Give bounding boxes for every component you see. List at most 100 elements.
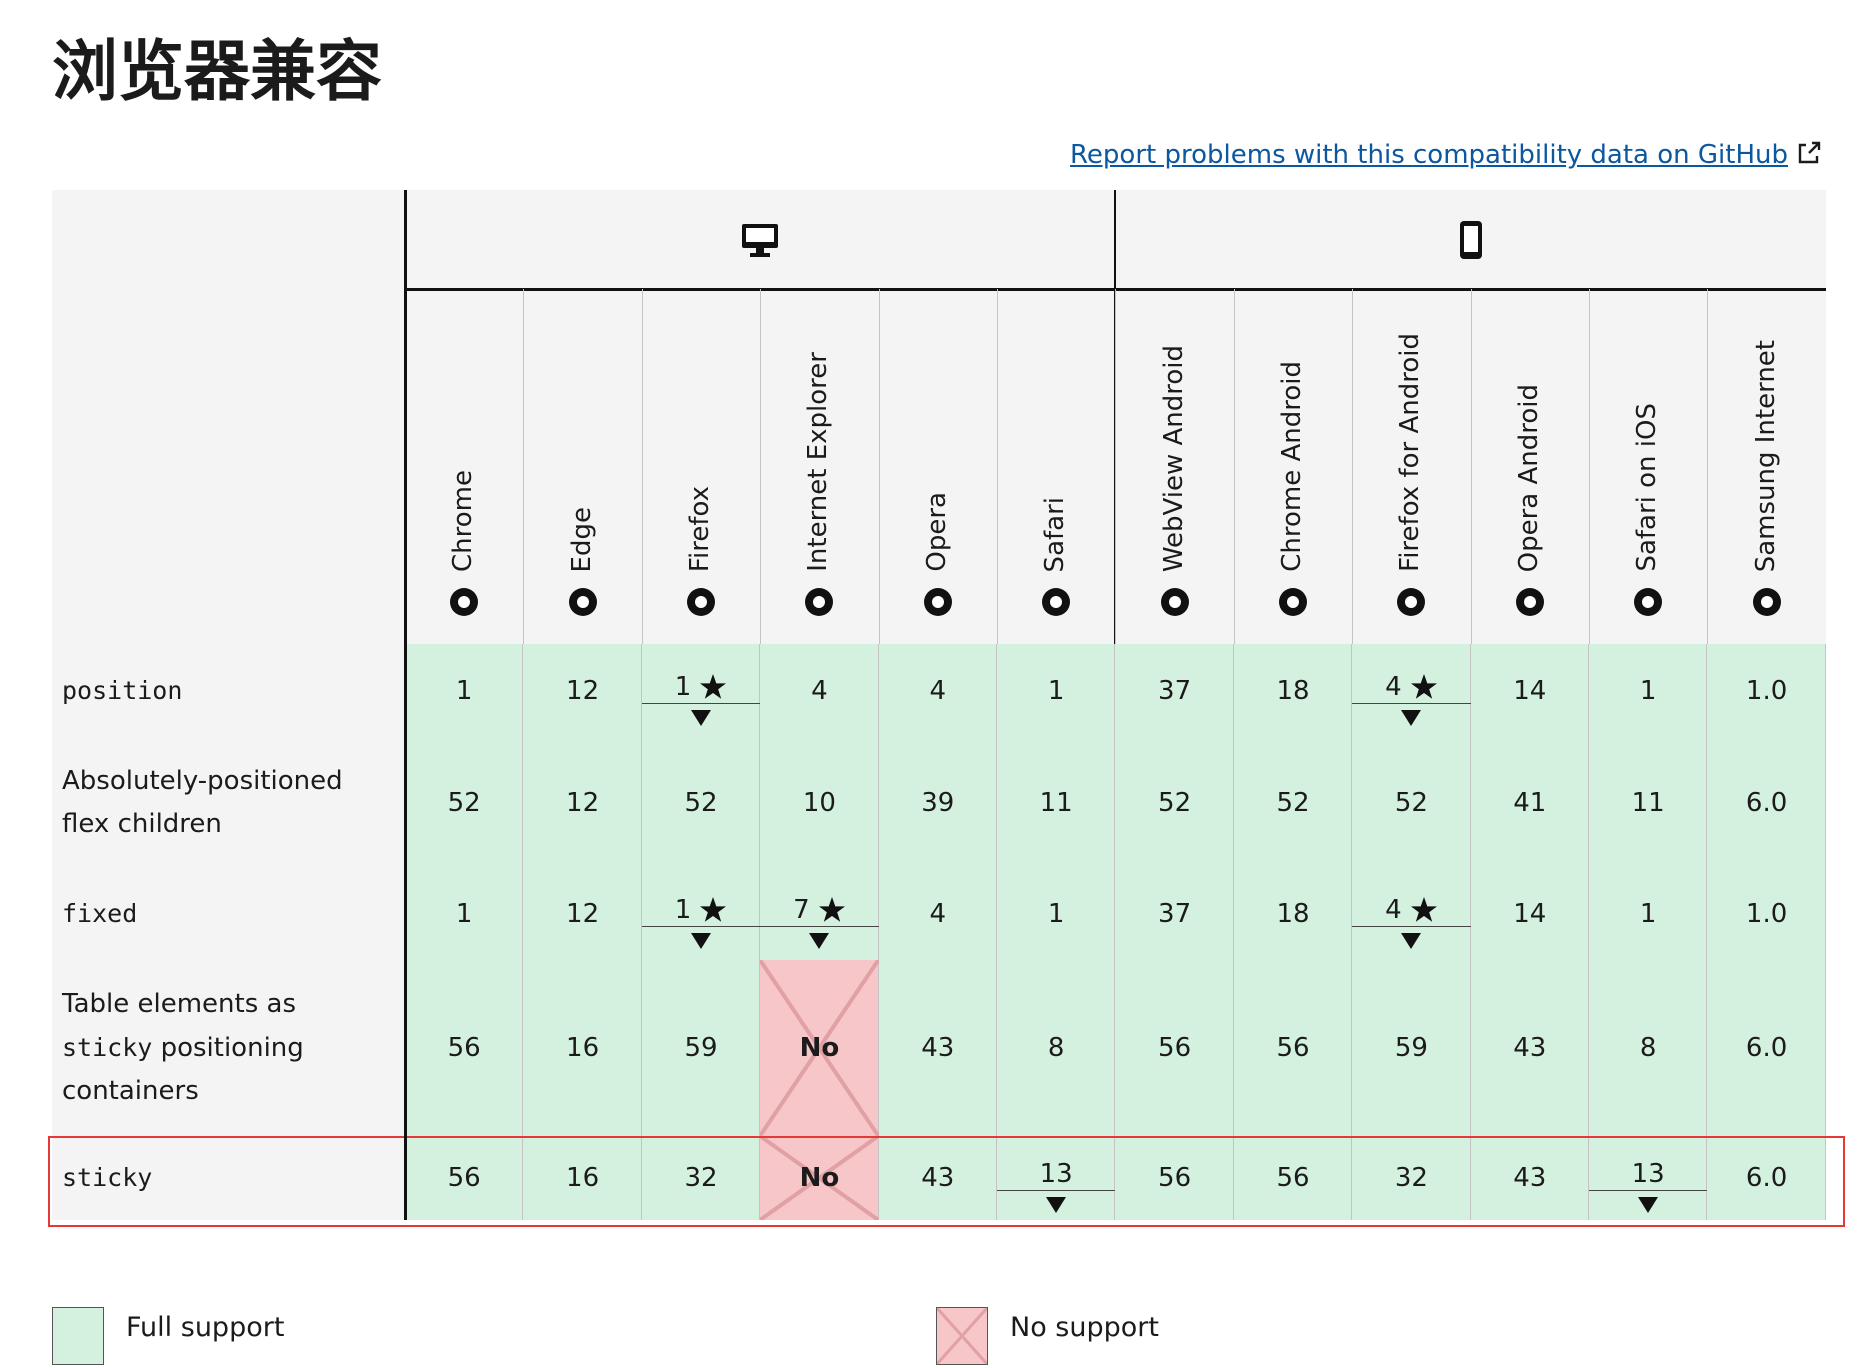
- legend-cross: [935, 1307, 989, 1365]
- column-divider: [1589, 289, 1590, 644]
- support-cell: 7: [760, 867, 879, 960]
- legend-label: No support: [1010, 1312, 1159, 1343]
- support-value: 18: [1234, 673, 1352, 709]
- support-value: 11: [1589, 785, 1707, 821]
- support-cell: 12: [523, 867, 642, 960]
- browser-icon-svg: [1515, 588, 1544, 616]
- support-value: 11: [997, 785, 1115, 821]
- support-value: 14: [1471, 673, 1589, 709]
- support-cell: No: [759, 1134, 880, 1222]
- version: 52: [1158, 787, 1192, 818]
- support-value: 56: [1115, 1030, 1233, 1066]
- note-star: [818, 896, 846, 924]
- support-cell: 4: [878, 867, 997, 960]
- support-cell: 56: [1233, 1136, 1353, 1220]
- mobile-icon: [1458, 219, 1484, 261]
- version: 1: [1047, 898, 1065, 929]
- more-arrow: [808, 932, 830, 950]
- browser-name: Opera: [921, 492, 952, 572]
- more-rule: [1352, 925, 1471, 927]
- support-cell: 52: [641, 738, 761, 867]
- version: No: [799, 1033, 840, 1063]
- more-arrow-svg: [1401, 932, 1422, 949]
- support-value: 43: [1471, 1160, 1589, 1196]
- browser-icon-svg: [450, 588, 479, 616]
- support-cell: 16: [523, 960, 642, 1136]
- feature-text: Absolutely-positioned flex children: [62, 760, 391, 846]
- legend-cross-svg: [935, 1307, 989, 1365]
- support-cell: 41: [1470, 738, 1589, 867]
- support-value: 43: [1471, 1030, 1589, 1066]
- support-cell: 1: [641, 644, 761, 738]
- support-cell: 10: [760, 738, 879, 867]
- support-value: 13: [1589, 1156, 1707, 1192]
- support-value: 4: [760, 673, 878, 709]
- version: 1: [455, 676, 473, 706]
- support-cell: 4: [1352, 644, 1471, 738]
- version: 16: [566, 1163, 600, 1193]
- feature-text: Table elements as sticky positioning con…: [62, 983, 391, 1113]
- support-cell: 1.0: [1707, 644, 1826, 738]
- note-star: [699, 673, 727, 701]
- more-rule: [997, 1190, 1116, 1191]
- browser-icon: [448, 586, 480, 618]
- support-value: 32: [1352, 1160, 1470, 1196]
- support-cell: No: [758, 958, 881, 1138]
- support-value: 43: [879, 1030, 997, 1066]
- feature-text: sticky: [62, 1156, 152, 1200]
- browser-name: Edge: [566, 506, 597, 572]
- version: 59: [1394, 1033, 1428, 1063]
- version: 13: [1631, 1159, 1665, 1189]
- support-value: 59: [642, 1030, 760, 1066]
- support-value: 1: [997, 673, 1115, 709]
- support-cell: 52: [1352, 738, 1471, 867]
- support-value: 12: [523, 896, 641, 932]
- support-cell: 6.0: [1707, 738, 1826, 867]
- desktop-icon: [740, 222, 780, 258]
- version: 56: [1276, 1033, 1310, 1063]
- browser-icon-svg: [568, 588, 597, 616]
- more-arrow-svg: [1638, 1197, 1659, 1213]
- support-value: 59: [1352, 1030, 1470, 1066]
- support-cell: 13: [1589, 1136, 1708, 1220]
- version: 10: [802, 787, 836, 818]
- support-cell: 39: [878, 738, 997, 867]
- more-rule: [641, 703, 761, 704]
- version: 52: [1276, 787, 1310, 818]
- version: 41: [1513, 787, 1547, 818]
- version: 8: [1639, 1033, 1657, 1063]
- browser-icon-svg: [1752, 588, 1781, 616]
- support-cell: 56: [1115, 1136, 1234, 1220]
- browser-icon: [1159, 586, 1191, 618]
- more-rule: [1352, 703, 1471, 704]
- browser-icon-svg: [1397, 588, 1426, 616]
- browser-name: Internet Explorer: [803, 352, 834, 572]
- support-cell: 11: [1589, 738, 1708, 867]
- support-value: 56: [1234, 1030, 1352, 1066]
- support-value: 8: [997, 1030, 1115, 1066]
- more-rule: [641, 925, 761, 927]
- note-star-svg: [1410, 674, 1437, 699]
- support-value: 16: [523, 1160, 641, 1196]
- more-arrow-svg: [1401, 710, 1422, 726]
- note-star: [699, 896, 727, 924]
- version: 56: [447, 1163, 481, 1193]
- more-rule: [760, 925, 879, 927]
- support-cell: 8: [997, 960, 1116, 1136]
- support-cell: 6.0: [1707, 1136, 1826, 1220]
- column-divider: [997, 289, 998, 644]
- version: 1: [1639, 676, 1657, 706]
- report-link[interactable]: Report problems with this compatibility …: [1070, 140, 1788, 170]
- more-arrow-svg: [690, 710, 711, 726]
- support-value: 1: [1589, 896, 1707, 932]
- support-cell: 52: [405, 738, 524, 867]
- support-cell: 1: [1589, 867, 1708, 960]
- support-cell: 59: [1352, 960, 1471, 1136]
- support-cell: 1: [997, 867, 1116, 960]
- feature-cell: position: [52, 644, 405, 738]
- feature-code: position: [62, 676, 183, 705]
- support-cell: 59: [641, 960, 761, 1136]
- version: 43: [921, 1163, 955, 1193]
- support-value: 52: [1352, 785, 1470, 821]
- version: 1: [1047, 676, 1065, 706]
